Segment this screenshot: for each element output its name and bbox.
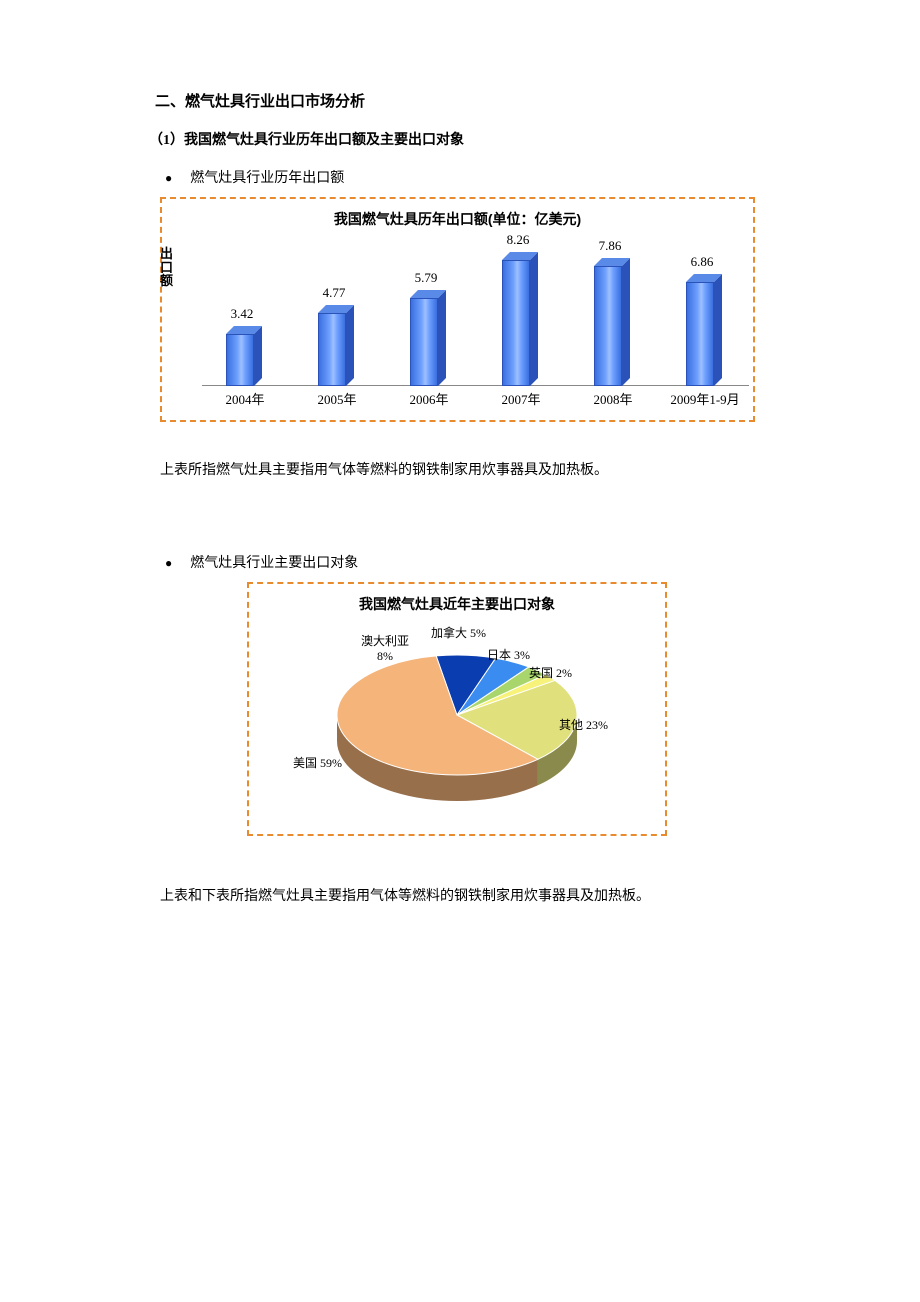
- section-heading-2: 二、燃气灶具行业出口市场分析: [155, 90, 770, 111]
- bar-chart-baseline: [202, 385, 749, 386]
- bullet-item-2: 燃气灶具行业主要出口对象: [165, 552, 770, 572]
- bullet-text-2: 燃气灶具行业主要出口对象: [190, 556, 358, 571]
- pie-label-日本: 日本 3%: [487, 646, 530, 663]
- pie-label-英国: 英国 2%: [529, 664, 572, 681]
- bar-xlabel-2: 2006年: [384, 389, 474, 408]
- bar-xlabel-3: 2007年: [476, 389, 566, 408]
- bar-chart-frame: 我国燃气灶具历年出口额(单位：亿美元) 出口额 3.424.775.798.26…: [160, 197, 755, 422]
- pie-chart-svg: [297, 620, 617, 810]
- bar-xlabel-5: 2009年1-9月: [660, 389, 750, 408]
- bar-xlabel-4: 2008年: [568, 389, 658, 408]
- bar-xlabel-1: 2005年: [292, 389, 382, 408]
- bullet-text-1: 燃气灶具行业历年出口额: [190, 171, 344, 186]
- subsection-heading-1: （1）我国燃气灶具行业历年出口额及主要出口对象: [149, 129, 770, 149]
- bar-chart-ylabel: 出口额: [160, 247, 174, 288]
- paragraph-2: 上表和下表所指燃气灶具主要指用气体等燃料的钢铁制家用炊事器具及加热板。: [160, 886, 770, 908]
- bullet-item-1: 燃气灶具行业历年出口额: [165, 167, 770, 187]
- pie-label-澳大利亚: 澳大利亚8%: [361, 632, 409, 664]
- bar-chart-title: 我国燃气灶具历年出口额(单位：亿美元): [162, 199, 753, 229]
- pie-chart-frame: 我国燃气灶具近年主要出口对象 澳大利亚8% 加拿大 5%日本 3%英国 2% 其他 …: [247, 582, 667, 836]
- paragraph-1: 上表所指燃气灶具主要指用气体等燃料的钢铁制家用炊事器具及加热板。: [160, 460, 770, 482]
- bar-xlabel-0: 2004年: [200, 389, 290, 408]
- bar-chart-area: 出口额 3.424.775.798.267.866.86 2004年2005年2…: [184, 229, 749, 414]
- pie-label-加拿大: 加拿大 5%: [431, 624, 486, 641]
- pie-chart-title: 我国燃气灶具近年主要出口对象: [249, 584, 665, 614]
- pie-label-美国: 美国 59%: [293, 754, 342, 771]
- pie-label-其他: 其他 23%: [559, 716, 608, 733]
